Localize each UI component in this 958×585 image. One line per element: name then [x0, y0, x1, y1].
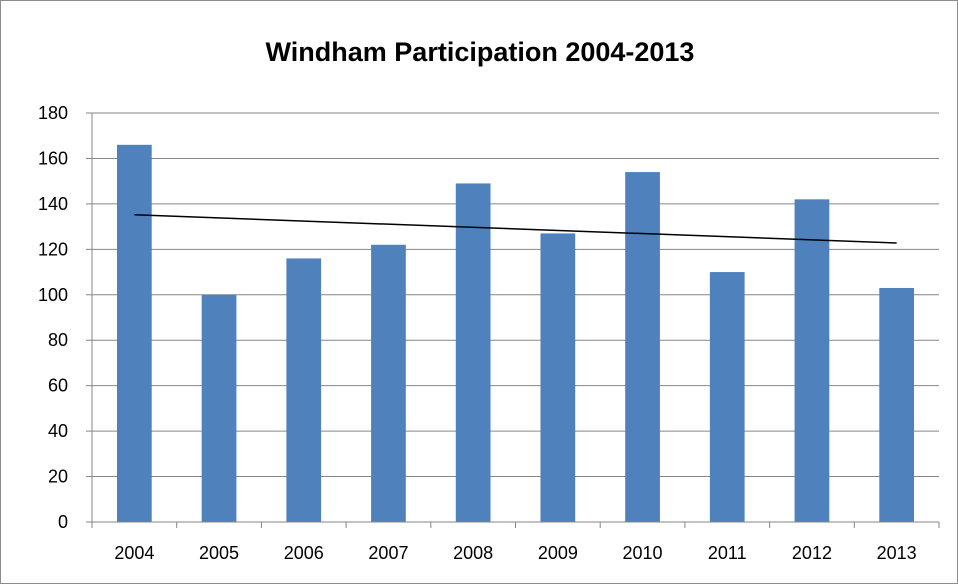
x-tick-label: 2012: [792, 543, 832, 563]
x-tick-label: 2010: [623, 543, 663, 563]
bar-2013: [879, 287, 915, 522]
axes: [86, 112, 940, 528]
y-tick-label: 120: [38, 239, 68, 259]
y-tick-label: 140: [38, 194, 68, 214]
x-tick-label: 2008: [453, 543, 493, 563]
x-tick-label: 2007: [368, 543, 408, 563]
x-tick-label: 2005: [199, 543, 239, 563]
y-tick-label: 60: [48, 376, 68, 396]
y-tick-label: 0: [58, 512, 68, 532]
x-tick-label: 2006: [284, 543, 324, 563]
bar-2007: [371, 244, 406, 523]
x-tick-labels: 2004 2005 2006 2007 2008 2009 2010 2011 2012 2013: [114, 543, 916, 563]
y-tick-label: 40: [48, 421, 68, 441]
bar-2008: [455, 183, 491, 522]
trendline: [134, 214, 897, 244]
x-tick-label: 2009: [538, 543, 578, 563]
x-tick-label: 2013: [877, 543, 917, 563]
y-tick-label: 20: [48, 467, 68, 487]
bar-2011: [709, 272, 745, 522]
y-tick-label: 180: [38, 103, 68, 123]
bar-2004: [116, 144, 152, 523]
bar-2006: [286, 258, 322, 522]
chart-title: Windham Participation 2004-2013: [265, 37, 695, 67]
y-tick-labels: 0 20 40 60 80 100 120 140 160 180: [38, 103, 68, 532]
bar-2012: [794, 199, 830, 522]
bars: [116, 144, 915, 523]
y-tick-label: 100: [38, 285, 68, 305]
bar-2010: [625, 172, 660, 523]
bar-2005: [201, 294, 237, 522]
x-tick-label: 2004: [114, 543, 154, 563]
trendline-layer: [134, 214, 897, 244]
bar-2009: [540, 233, 576, 522]
y-tick-label: 160: [38, 148, 68, 168]
x-tick-label: 2011: [708, 543, 747, 563]
y-tick-label: 80: [48, 330, 68, 350]
